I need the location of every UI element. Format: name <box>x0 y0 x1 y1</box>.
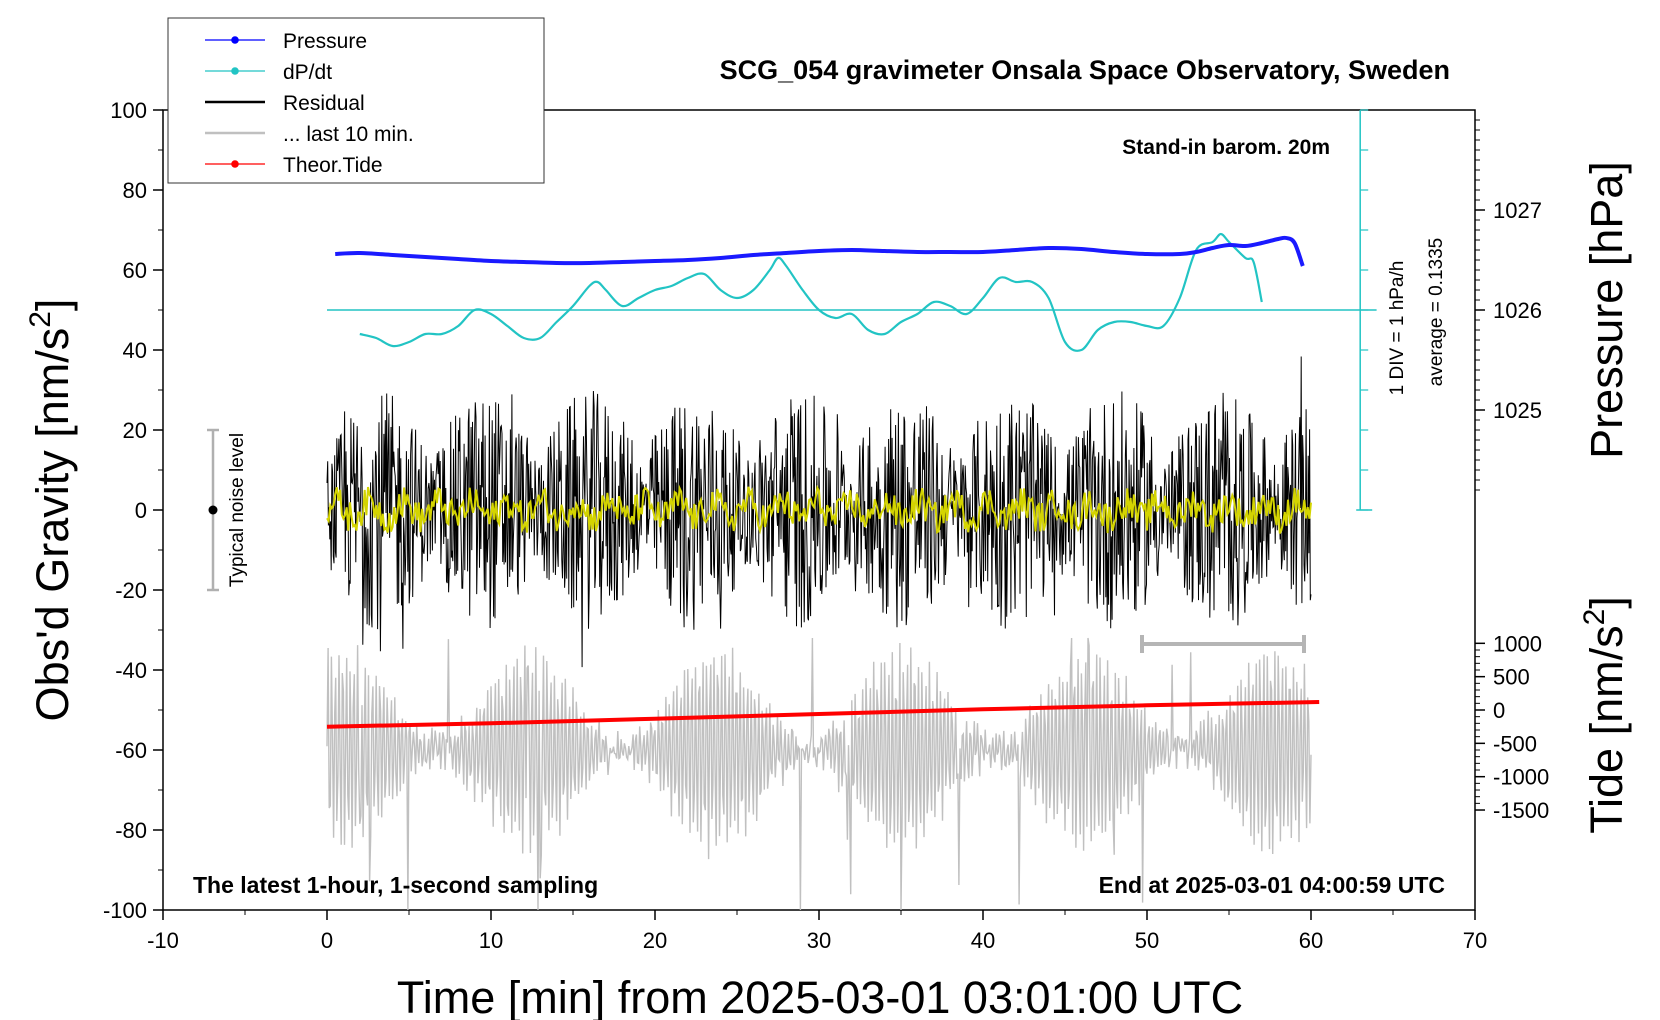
y-tick-label: 40 <box>123 338 147 363</box>
series-dpdt-line <box>359 232 1263 352</box>
legend: Pressure dP/dt Residual ... last 10 min. The… <box>167 17 545 184</box>
y-axis-label-pressure: Pressure [hPa] <box>1581 161 1632 459</box>
tide-tick-label: -500 <box>1493 731 1537 756</box>
series-tide-line <box>326 700 1320 729</box>
legend-label: Pressure <box>283 30 367 53</box>
series-layer <box>326 109 1377 911</box>
x-axis-label: Time [min] from 2025-03-01 03:01:00 UTC <box>397 972 1243 1020</box>
series-residual-line <box>326 356 1312 668</box>
x-tick-label: 50 <box>1135 928 1159 953</box>
y-tick-label: 60 <box>123 258 147 283</box>
y-axis-label-left-sup: 2 <box>24 311 57 328</box>
noise-label: Typical noise level <box>227 433 248 587</box>
noise-dot <box>208 505 218 515</box>
y-tick-label: -40 <box>115 658 147 683</box>
y-tick-label: 20 <box>123 418 147 443</box>
legend-swatch-marker <box>231 160 239 168</box>
tide-tick-label: 1000 <box>1493 631 1542 656</box>
ddt-scale-label: 1 DIV = 1 hPa/h <box>1387 261 1408 396</box>
y-axis-label-tide-sup: 2 <box>1578 609 1611 626</box>
legend-label: dP/dt <box>283 61 332 84</box>
y-axis-label-tide-main: Tide [nm/s <box>1581 625 1632 833</box>
y-axis-label-left-main: Obs'd Gravity [nm/s <box>27 328 78 722</box>
subtitle-right: End at 2025-03-01 04:00:59 UTC <box>1099 872 1445 898</box>
y-tick-label: -60 <box>115 738 147 763</box>
x-tick-label: 0 <box>321 928 333 953</box>
y-axis-label-left: Obs'd Gravity [nm/s2] <box>24 299 78 722</box>
legend-box <box>167 17 545 184</box>
series-last-10-min-line <box>326 637 1312 911</box>
subtitle-left: The latest 1-hour, 1-second sampling <box>193 872 598 898</box>
noise-level-indicator: Typical noise level <box>207 428 248 592</box>
series-residual-smoothed-line <box>326 484 1312 535</box>
tide-tick-label: -1000 <box>1493 765 1549 790</box>
x-tick-label: 60 <box>1299 928 1323 953</box>
legend-swatch-marker <box>231 67 239 75</box>
chart-title: SCG_054 gravimeter Onsala Space Observat… <box>720 55 1450 85</box>
y-tick-label: -20 <box>115 578 147 603</box>
legend-label: ... last 10 min. <box>283 123 414 146</box>
y-tick-label: -80 <box>115 818 147 843</box>
legend-swatch-marker <box>231 36 239 44</box>
y-tick-label: -100 <box>103 898 147 923</box>
x-tick-label: 20 <box>643 928 667 953</box>
x-tick-label: 70 <box>1463 928 1487 953</box>
y-axis-label-left-end: ] <box>27 299 78 312</box>
series-pressure-line <box>335 235 1305 267</box>
tide-tick-label: -1500 <box>1493 798 1549 823</box>
pressure-tick-label: 1026 <box>1493 298 1542 323</box>
y-tick-label: 0 <box>135 498 147 523</box>
y-axis-label-tide: Tide [nm/s2] <box>1578 596 1632 834</box>
y-axis-label-tide-end: ] <box>1581 596 1632 609</box>
x-tick-label: 30 <box>807 928 831 953</box>
x-tick-label: 10 <box>479 928 503 953</box>
x-tick-label: -10 <box>147 928 179 953</box>
y-tick-label: 80 <box>123 178 147 203</box>
legend-label: Residual <box>283 92 365 115</box>
pressure-tick-label: 1025 <box>1493 398 1542 423</box>
y-tick-label: 100 <box>110 98 147 123</box>
legend-label: Theor.Tide <box>283 154 383 177</box>
tide-tick-label: 0 <box>1493 698 1505 723</box>
tide-tick-label: 500 <box>1493 665 1530 690</box>
ddt-average-label: average = 0.1335 <box>1426 238 1447 386</box>
x-tick-label: 40 <box>971 928 995 953</box>
barometer-note: Stand-in barom. 20m <box>1122 136 1330 159</box>
last-10-min-marker <box>1140 635 1306 653</box>
axes-layer: -10 0 10 20 30 40 50 60 70-100-80-60-40-20020406… <box>103 98 1549 953</box>
pressure-tick-label: 1027 <box>1493 198 1542 223</box>
